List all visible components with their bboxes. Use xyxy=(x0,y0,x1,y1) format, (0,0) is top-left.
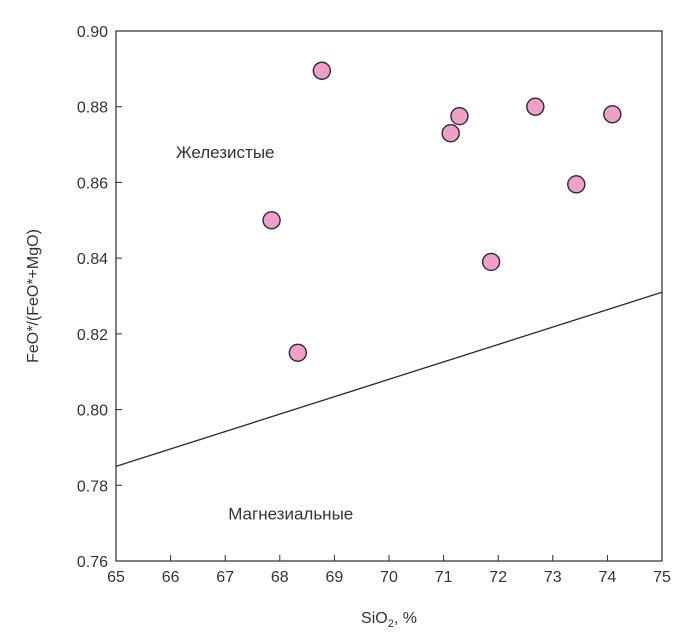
data-point xyxy=(262,211,281,230)
x-tick-label: 65 xyxy=(107,569,125,586)
x-tick-label: 68 xyxy=(271,569,289,586)
x-axis-title-subscript: 2 xyxy=(388,618,394,630)
y-axis-title: FeO*/(FeO*+MgO) xyxy=(25,229,42,363)
x-tick-label: 71 xyxy=(435,569,453,586)
x-axis-title-suffix: , % xyxy=(394,610,417,627)
data-point xyxy=(312,61,332,80)
y-tick-label: 0.90 xyxy=(77,24,108,41)
x-tick-label: 67 xyxy=(216,569,234,586)
x-tick-label: 75 xyxy=(653,569,671,586)
x-tick-label: 70 xyxy=(380,569,398,586)
data-point xyxy=(288,343,308,362)
x-tick-label: 72 xyxy=(489,569,507,586)
y-tick-label: 0.82 xyxy=(77,327,108,344)
y-tick-label: 0.84 xyxy=(77,251,108,268)
region-label-ferroan: Железистые xyxy=(176,143,275,162)
data-point xyxy=(567,175,586,194)
x-tick-label: 74 xyxy=(599,569,617,586)
y-tick-label: 0.86 xyxy=(77,175,108,192)
data-point xyxy=(526,97,545,116)
plot-frame xyxy=(115,30,663,562)
data-point xyxy=(441,124,460,143)
data-point xyxy=(481,252,501,272)
y-tick-label: 0.88 xyxy=(77,100,108,117)
x-tick-label: 66 xyxy=(162,569,180,586)
x-tick-label: 73 xyxy=(544,569,562,586)
y-tick-label: 0.78 xyxy=(77,478,108,495)
ferroan-magnesian-boundary-line xyxy=(115,291,663,467)
x-tick-label: 69 xyxy=(326,569,344,586)
region-label-magnesian: Магнезиальные xyxy=(228,505,353,524)
x-axis-title: SiO2, % xyxy=(361,610,417,630)
data-point xyxy=(450,106,469,126)
data-point xyxy=(603,105,622,124)
x-axis-title-main: SiO xyxy=(361,610,388,627)
y-tick-label: 0.80 xyxy=(77,403,108,420)
y-tick-label: 0.76 xyxy=(77,554,108,571)
